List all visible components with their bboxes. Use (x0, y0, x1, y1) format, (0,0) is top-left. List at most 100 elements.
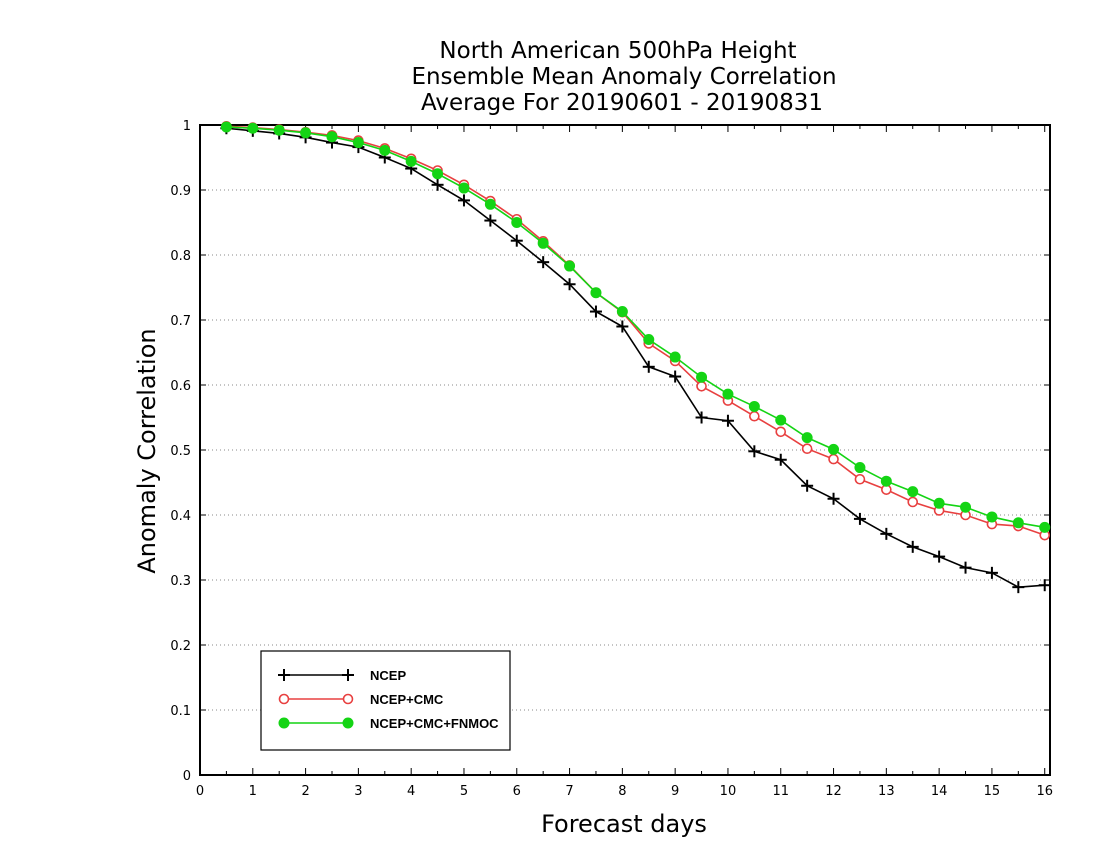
x-tick-label-15: 15 (984, 784, 1001, 799)
point-2-20 (748, 400, 760, 412)
point-0-12 (537, 256, 550, 269)
point-0-13 (563, 278, 576, 291)
title-line-2: Ensemble Mean Anomaly Correlation (411, 64, 836, 90)
point-0-17 (669, 370, 682, 383)
x-tick-label-0: 0 (196, 784, 204, 799)
y-axis-ticks: 0 0.1 0.2 0.3 0.4 0.5 0.6 0.7 0.8 0.9 1 (170, 119, 1050, 784)
x-axis-ticks: 0 1 2 3 4 5 6 7 8 9 10 11 12 13 14 15 16 (196, 125, 1053, 799)
point-1-24 (854, 473, 866, 485)
legend-marker-left-2 (278, 717, 290, 729)
point-0-24 (853, 512, 866, 525)
point-0-22 (801, 479, 814, 492)
point-1-18 (696, 380, 707, 392)
legend-marker-left-1 (278, 693, 290, 705)
chart-title: North American 500hPa Height Ensemble Me… (411, 38, 836, 116)
point-0-14 (589, 305, 602, 318)
point-0-31 (1038, 579, 1051, 592)
point-2-31 (1039, 521, 1051, 533)
point-2-23 (828, 443, 840, 455)
x-tick-label-6: 6 (513, 784, 521, 799)
point-1-26 (907, 496, 919, 508)
y-tick-label-0: 0 (183, 769, 191, 784)
x-tick-label-10: 10 (720, 784, 737, 799)
point-2-21 (775, 414, 787, 426)
y-tick-label-1: 0.1 (170, 704, 191, 719)
y-tick-label-9: 0.9 (170, 184, 191, 199)
data-series (220, 121, 1051, 594)
legend-label-0: NCEP (370, 668, 406, 683)
point-2-24 (854, 462, 866, 474)
legend-marker-right-0 (342, 669, 354, 681)
series-line-1 (226, 125, 1045, 536)
point-1-21 (775, 426, 787, 438)
point-0-18 (695, 411, 708, 424)
point-2-12 (537, 237, 549, 249)
point-2-25 (880, 475, 892, 487)
point-0-20 (748, 445, 761, 458)
y-tick-label-2: 0.2 (170, 639, 191, 654)
x-tick-label-2: 2 (301, 784, 309, 799)
x-axis-title: Forecast days (541, 810, 707, 838)
point-2-27 (933, 497, 945, 509)
y-tick-label-3: 0.3 (170, 574, 191, 589)
x-tick-label-5: 5 (460, 784, 468, 799)
legend-marker-left-0 (278, 669, 290, 681)
x-tick-label-14: 14 (931, 784, 948, 799)
y-tick-label-7: 0.7 (170, 314, 191, 329)
point-2-8 (432, 168, 444, 180)
point-2-5 (352, 137, 364, 149)
point-0-19 (721, 414, 734, 427)
legend: NCEP NCEP+CMC NCEP+CMC+FNMOC (260, 650, 511, 751)
y-tick-label-8: 0.8 (170, 249, 191, 264)
x-tick-label-1: 1 (249, 784, 257, 799)
y-tick-label-6: 0.6 (170, 379, 191, 394)
legend-marker-right-1 (342, 693, 354, 705)
y-tick-label-10: 1 (183, 119, 191, 134)
series-1 (221, 121, 1051, 541)
point-2-9 (458, 182, 470, 194)
point-1-22 (801, 443, 813, 455)
point-2-7 (405, 155, 417, 167)
point-2-28 (960, 501, 972, 513)
point-2-16 (643, 334, 655, 345)
point-0-27 (933, 550, 946, 563)
point-1-20 (749, 410, 760, 422)
point-2-3 (300, 127, 312, 139)
point-2-2 (273, 124, 285, 136)
point-0-23 (827, 492, 840, 505)
point-1-23 (828, 453, 839, 465)
legend-box (260, 650, 511, 751)
point-0-9 (457, 194, 470, 207)
y-tick-label-5: 0.5 (170, 444, 191, 459)
point-2-19 (722, 388, 734, 400)
x-tick-label-12: 12 (825, 784, 842, 799)
point-0-30 (1012, 581, 1025, 594)
point-0-8 (431, 178, 444, 191)
series-line-0 (226, 127, 1045, 588)
x-tick-label-8: 8 (618, 784, 626, 799)
point-2-11 (511, 217, 523, 228)
point-0-10 (484, 214, 497, 227)
series-2 (220, 121, 1051, 533)
point-0-26 (906, 540, 919, 553)
x-tick-label-9: 9 (671, 784, 679, 799)
point-2-22 (801, 432, 813, 444)
title-line-3: Average For 20190601 - 20190831 (421, 90, 823, 116)
x-tick-label-7: 7 (565, 784, 573, 799)
point-0-28 (959, 561, 972, 574)
point-0-16 (642, 360, 655, 373)
y-tick-label-4: 0.4 (170, 509, 191, 524)
x-tick-label-11: 11 (772, 784, 789, 799)
point-2-13 (564, 260, 576, 272)
point-2-4 (326, 131, 338, 143)
point-0-25 (880, 527, 893, 540)
x-tick-label-3: 3 (354, 784, 362, 799)
point-2-26 (907, 486, 919, 498)
legend-marker-right-2 (342, 717, 354, 729)
point-2-0 (220, 121, 232, 133)
point-2-6 (379, 144, 391, 156)
x-tick-label-16: 16 (1036, 784, 1053, 799)
x-tick-label-4: 4 (407, 784, 415, 799)
point-0-11 (510, 234, 523, 247)
